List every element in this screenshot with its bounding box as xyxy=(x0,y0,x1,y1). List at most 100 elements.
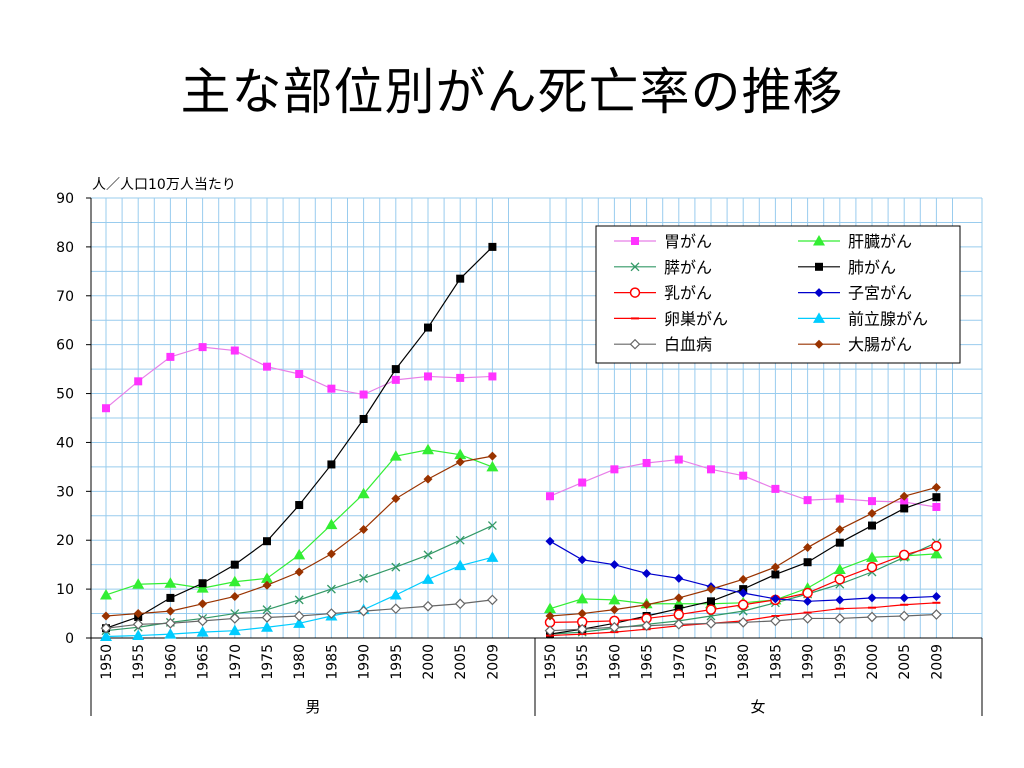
data-point xyxy=(454,448,467,460)
data-point xyxy=(609,560,619,570)
x-tick-label: 1995 xyxy=(833,644,849,680)
data-point xyxy=(422,600,434,612)
data-point xyxy=(737,599,749,611)
data-point xyxy=(867,593,877,603)
data-point xyxy=(707,597,715,606)
data-point xyxy=(198,579,207,588)
data-point xyxy=(100,630,112,642)
legend-label: 卵巣がん xyxy=(664,309,728,328)
data-point xyxy=(228,624,241,636)
data-point xyxy=(229,613,241,624)
data-point xyxy=(358,605,369,617)
data-point xyxy=(197,615,208,627)
data-point xyxy=(455,535,465,545)
data-point xyxy=(707,465,715,474)
data-point xyxy=(389,588,402,600)
series-9 xyxy=(101,451,941,621)
data-point xyxy=(359,573,369,583)
data-point xyxy=(325,518,338,530)
data-point xyxy=(295,501,304,510)
y-tick-label: 10 xyxy=(56,582,74,598)
data-point xyxy=(424,323,432,332)
data-point xyxy=(899,491,909,501)
legend-label: 大腸がん xyxy=(848,335,912,354)
data-point xyxy=(486,460,499,472)
y-axis-label: 人／人口10万人当たり xyxy=(92,177,236,193)
x-tick-label: 1950 xyxy=(99,644,115,680)
series-7 xyxy=(100,551,499,642)
data-point xyxy=(899,593,909,603)
y-tick-label: 30 xyxy=(56,484,74,500)
data-point xyxy=(610,465,619,474)
data-point xyxy=(196,582,209,593)
legend-marker xyxy=(815,262,823,271)
data-point xyxy=(295,370,304,378)
data-point xyxy=(673,609,685,620)
data-point xyxy=(578,478,587,487)
data-point xyxy=(833,563,846,575)
data-point xyxy=(391,494,401,504)
legend-marker xyxy=(813,235,825,246)
data-point xyxy=(423,550,433,560)
data-point xyxy=(932,493,941,502)
data-point xyxy=(866,551,878,562)
data-point xyxy=(422,443,434,455)
data-point xyxy=(898,549,910,561)
data-point xyxy=(835,494,844,503)
plot-area xyxy=(100,242,943,642)
data-point xyxy=(705,604,717,615)
data-point xyxy=(835,524,845,534)
data-point xyxy=(102,404,110,413)
data-point xyxy=(326,608,337,619)
data-point xyxy=(198,343,207,352)
axes: 0 10 20 30 40 50 60 70 80 90 人／人口10万人当たり 1950 1955 19… xyxy=(56,177,983,716)
data-point xyxy=(488,242,497,251)
data-point xyxy=(359,524,369,534)
data-point xyxy=(674,604,683,613)
data-point xyxy=(389,450,402,461)
data-point xyxy=(771,484,780,493)
data-point xyxy=(326,584,336,594)
legend-label: 胃がん xyxy=(664,232,712,251)
data-point xyxy=(898,610,910,622)
data-point xyxy=(577,555,587,565)
data-point xyxy=(770,562,780,572)
data-point xyxy=(132,629,145,641)
y-tick-label: 50 xyxy=(56,387,74,403)
data-point xyxy=(391,365,400,374)
x-tick-label: 2009 xyxy=(929,644,945,680)
data-point xyxy=(674,455,683,464)
legend-label: 膵がん xyxy=(664,258,712,277)
data-point xyxy=(642,458,651,467)
x-tick-label: 1970 xyxy=(672,644,688,680)
data-point xyxy=(486,551,499,562)
data-point xyxy=(166,352,175,361)
data-point xyxy=(932,502,941,511)
legend-marker xyxy=(814,339,824,349)
data-point xyxy=(803,596,813,606)
x-tick-label: 1960 xyxy=(607,644,623,680)
group-label: 男 xyxy=(305,698,320,716)
group-label: 女 xyxy=(750,698,765,716)
data-point xyxy=(545,611,555,621)
data-point xyxy=(802,613,813,624)
data-point xyxy=(422,573,434,584)
series-8 xyxy=(100,594,942,637)
data-point xyxy=(133,609,143,619)
data-point xyxy=(642,568,652,578)
data-point xyxy=(705,617,717,629)
data-point xyxy=(608,593,621,605)
data-point xyxy=(576,592,589,604)
data-point xyxy=(834,613,846,624)
y-tick-label: 90 xyxy=(56,191,74,207)
data-point xyxy=(327,384,336,393)
x-tick-label: 1955 xyxy=(131,644,147,680)
data-point xyxy=(771,570,780,579)
data-point xyxy=(544,625,556,637)
data-point xyxy=(166,593,175,602)
legend-marker xyxy=(630,262,640,272)
y-tick-label: 70 xyxy=(56,289,74,305)
data-point xyxy=(673,618,685,630)
data-point xyxy=(770,594,780,604)
